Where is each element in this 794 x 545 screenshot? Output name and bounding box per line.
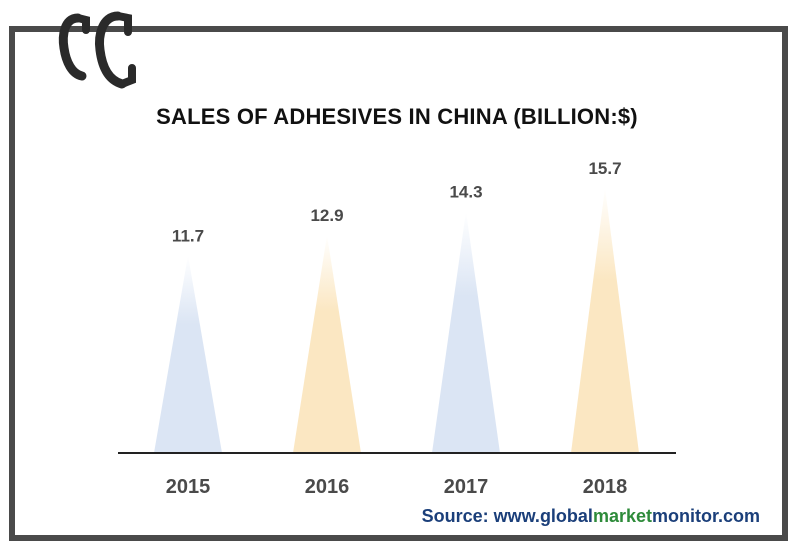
bar-2017 <box>432 211 500 453</box>
bar-2016 <box>293 235 361 453</box>
value-label-2015: 11.7 <box>172 226 204 245</box>
chart-title: SALES OF ADHESIVES IN CHINA (BILLION:$) <box>156 104 638 129</box>
x-tick-label-2018: 2018 <box>583 476 628 498</box>
source-suffix: .com <box>717 506 760 526</box>
x-tick-label-2016: 2016 <box>305 476 350 498</box>
source-prefix: Source: www. <box>421 506 540 526</box>
chart-frame <box>9 26 788 541</box>
x-tick-label-2017: 2017 <box>444 476 489 498</box>
x-tick-label-2015: 2015 <box>166 476 211 498</box>
bar-2018 <box>571 187 639 453</box>
gmm-logo-icon <box>58 11 136 89</box>
bar-2015 <box>154 255 222 453</box>
source-part-global: global <box>539 506 593 526</box>
value-label-2016: 12.9 <box>310 206 343 225</box>
source-credit[interactable]: Source: www.globalmarketmonitor.com <box>422 506 760 527</box>
source-part-market: market <box>592 506 652 526</box>
value-label-2018: 15.7 <box>588 159 621 178</box>
value-label-2017: 14.3 <box>449 182 482 201</box>
source-part-monitor: monitor <box>651 506 718 526</box>
